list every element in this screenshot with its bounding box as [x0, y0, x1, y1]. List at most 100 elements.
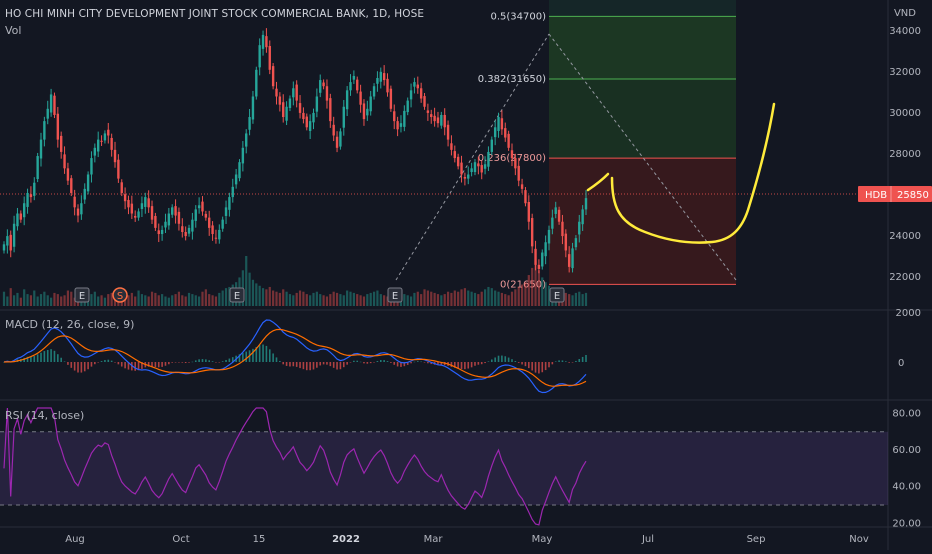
candle-body[interactable] [557, 209, 561, 222]
candle-body[interactable] [70, 178, 73, 193]
macd-label[interactable]: MACD (12, 26, close, 9) [5, 318, 135, 331]
macd-signal-line[interactable] [3, 328, 587, 387]
fib-zone[interactable] [549, 16, 736, 80]
candle-body[interactable] [248, 117, 251, 130]
candle-body[interactable] [352, 75, 356, 80]
candle-body[interactable] [460, 162, 463, 175]
candle-body[interactable] [308, 121, 312, 131]
candle-body[interactable] [201, 201, 204, 212]
candle-body[interactable] [12, 223, 16, 247]
candle-body[interactable] [255, 69, 258, 97]
candle-body[interactable] [26, 192, 29, 207]
rsi-axis[interactable]: 80.00 60.00 40.00 20.00 [892, 408, 921, 529]
candle-body[interactable] [376, 78, 379, 84]
candle-body[interactable] [191, 219, 194, 232]
candle-body[interactable] [473, 162, 477, 173]
fib-zone[interactable] [549, 79, 736, 159]
candle-body[interactable] [120, 182, 123, 193]
candle-body[interactable] [446, 124, 450, 140]
candle-body[interactable] [366, 108, 369, 116]
candle-body[interactable] [561, 221, 564, 237]
candle-body[interactable] [393, 111, 396, 122]
candle-body[interactable] [144, 197, 147, 207]
candle-body[interactable] [517, 165, 520, 181]
candle-body[interactable] [423, 96, 426, 107]
candle-body[interactable] [33, 182, 36, 196]
candle-body[interactable] [234, 174, 238, 185]
candle-body[interactable] [554, 207, 557, 214]
candle-body[interactable] [312, 112, 315, 123]
candle-body[interactable] [527, 202, 531, 222]
candle-body[interactable] [282, 102, 285, 118]
candle-body[interactable] [268, 45, 271, 70]
candle-body[interactable] [29, 194, 33, 198]
candle-body[interactable] [204, 213, 208, 218]
candle-body[interactable] [356, 79, 359, 91]
candle-body[interactable] [514, 158, 517, 169]
candle-body[interactable] [275, 88, 278, 97]
candle-body[interactable] [322, 82, 325, 87]
fib-zone[interactable] [549, 158, 736, 285]
candle-body[interactable] [6, 236, 9, 246]
candle-body[interactable] [295, 84, 298, 101]
candle-body[interactable] [265, 36, 268, 48]
candle-body[interactable] [389, 88, 393, 109]
candle-body[interactable] [345, 90, 349, 110]
candle-body[interactable] [127, 199, 130, 208]
candle-body[interactable] [382, 73, 386, 81]
candle-body[interactable] [288, 98, 292, 108]
candle-body[interactable] [16, 213, 19, 227]
candle-body[interactable] [261, 34, 265, 49]
candle-body[interactable] [19, 213, 23, 220]
candle-body[interactable] [541, 252, 544, 267]
candle-body[interactable] [218, 229, 221, 240]
candle-body[interactable] [167, 213, 171, 226]
candle-body[interactable] [396, 121, 399, 130]
candle-body[interactable] [530, 218, 534, 247]
candle-body[interactable] [224, 207, 228, 216]
candle-body[interactable] [2, 244, 6, 251]
candle-body[interactable] [63, 154, 66, 169]
candle-body[interactable] [134, 215, 137, 218]
candle-body[interactable] [302, 112, 305, 120]
candle-body[interactable] [208, 217, 211, 228]
candlestick-series[interactable] [2, 28, 588, 274]
candle-body[interactable] [578, 221, 581, 235]
candle-body[interactable] [399, 123, 403, 127]
candle-body[interactable] [413, 82, 416, 87]
candle-body[interactable] [497, 117, 500, 131]
candle-body[interactable] [238, 162, 241, 179]
candle-body[interactable] [150, 206, 154, 220]
candle-body[interactable] [177, 211, 181, 224]
candle-body[interactable] [504, 128, 507, 138]
candle-body[interactable] [467, 174, 470, 179]
macd-panel[interactable] [3, 319, 587, 394]
candle-body[interactable] [194, 209, 197, 221]
candle-body[interactable] [325, 86, 329, 101]
candle-body[interactable] [157, 230, 160, 235]
candle-body[interactable] [430, 114, 433, 118]
candle-body[interactable] [147, 198, 150, 208]
candle-body[interactable] [335, 136, 339, 148]
candle-body[interactable] [228, 197, 231, 210]
candle-body[interactable] [453, 151, 456, 159]
candle-body[interactable] [171, 207, 174, 215]
candle-body[interactable] [100, 140, 103, 142]
candle-body[interactable] [59, 135, 63, 152]
candle-body[interactable] [292, 88, 295, 98]
candle-body[interactable] [372, 86, 376, 97]
candle-body[interactable] [83, 188, 86, 200]
candle-body[interactable] [46, 108, 49, 119]
candle-body[interactable] [137, 211, 140, 218]
candle-body[interactable] [251, 96, 255, 120]
candle-body[interactable] [56, 113, 60, 140]
candle-body[interactable] [386, 78, 389, 93]
candle-body[interactable] [174, 206, 177, 216]
candle-body[interactable] [581, 209, 584, 225]
candle-body[interactable] [184, 231, 187, 237]
candle-body[interactable] [258, 45, 261, 68]
candle-body[interactable] [315, 96, 319, 112]
time-axis[interactable]: Aug Oct 15 2022 Mar May Jul Sep Nov [65, 534, 869, 545]
